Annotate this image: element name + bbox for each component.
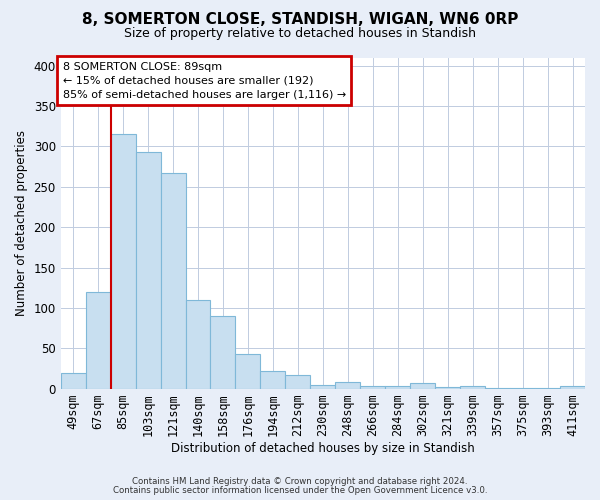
Bar xyxy=(560,386,585,389)
Bar xyxy=(161,173,185,389)
Y-axis label: Number of detached properties: Number of detached properties xyxy=(15,130,28,316)
Bar xyxy=(86,292,110,389)
Text: Contains HM Land Registry data © Crown copyright and database right 2024.: Contains HM Land Registry data © Crown c… xyxy=(132,477,468,486)
Bar xyxy=(460,386,485,389)
Bar xyxy=(110,134,136,389)
Text: Contains public sector information licensed under the Open Government Licence v3: Contains public sector information licen… xyxy=(113,486,487,495)
Text: Size of property relative to detached houses in Standish: Size of property relative to detached ho… xyxy=(124,28,476,40)
Bar xyxy=(310,385,335,389)
X-axis label: Distribution of detached houses by size in Standish: Distribution of detached houses by size … xyxy=(171,442,475,455)
Bar xyxy=(435,387,460,389)
Bar xyxy=(385,386,410,389)
Bar xyxy=(260,371,286,389)
Bar xyxy=(286,375,310,389)
Bar xyxy=(485,388,510,389)
Bar xyxy=(185,300,211,389)
Text: 8 SOMERTON CLOSE: 89sqm
← 15% of detached houses are smaller (192)
85% of semi-d: 8 SOMERTON CLOSE: 89sqm ← 15% of detache… xyxy=(62,62,346,100)
Bar xyxy=(410,383,435,389)
Text: 8, SOMERTON CLOSE, STANDISH, WIGAN, WN6 0RP: 8, SOMERTON CLOSE, STANDISH, WIGAN, WN6 … xyxy=(82,12,518,28)
Bar xyxy=(235,354,260,389)
Bar xyxy=(61,372,86,389)
Bar xyxy=(211,316,235,389)
Bar xyxy=(510,388,535,389)
Bar xyxy=(360,386,385,389)
Bar xyxy=(335,382,360,389)
Bar xyxy=(535,388,560,389)
Bar xyxy=(136,152,161,389)
